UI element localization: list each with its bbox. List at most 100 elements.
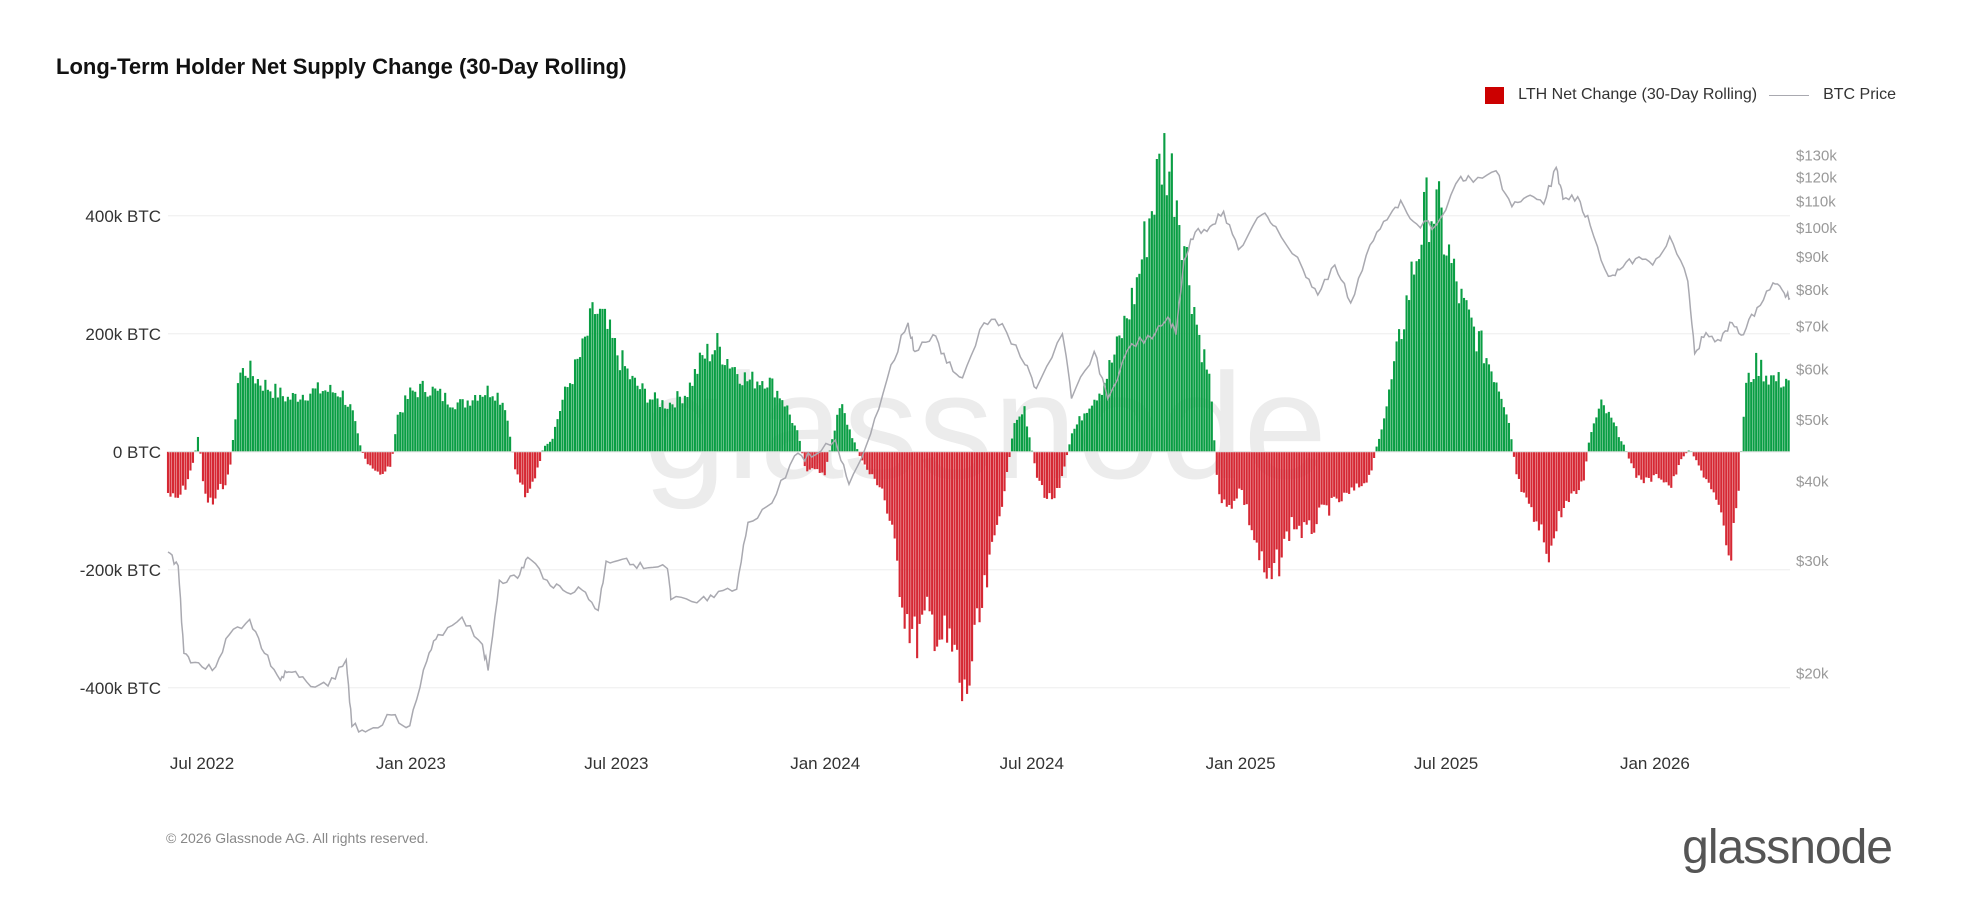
right-tick-label: $50k [1796,412,1829,429]
bar-negative [1532,451,1535,522]
bar-negative [801,451,804,454]
bar-positive [586,335,589,452]
bar-negative [1512,451,1516,457]
bar-positive [504,410,507,452]
bar-positive [696,373,699,452]
bar-negative [1725,451,1728,546]
bar-negative [1710,451,1713,490]
x-tick-label: Jan 2023 [376,754,446,773]
bar-positive [1103,382,1106,452]
bar-positive [349,404,352,452]
brand-logo[interactable]: glassnode [1682,821,1893,874]
bar-positive [716,333,719,452]
bar-positive [399,412,402,452]
bar-positive [846,424,849,452]
bar-negative [534,451,537,479]
bar-positive [1165,195,1168,452]
bar-positive [751,371,754,452]
legend-item-lth[interactable]: LTH Net Change (30-Day Rolling) [1485,86,1757,104]
bar-positive [494,400,497,452]
bar-positive [254,383,257,452]
bar-positive [424,392,427,452]
bar-negative [1340,451,1343,502]
bar-negative [1335,451,1338,499]
bar-positive [1490,371,1493,452]
bar-positive [466,400,469,452]
bar-negative [391,451,394,454]
bar-positive [1015,419,1019,452]
bar-positive [311,388,314,452]
bar-positive [1760,359,1763,452]
bar-positive [1403,329,1406,452]
bar-negative [209,451,212,498]
bar-positive [471,400,474,452]
bar-positive [1597,408,1600,452]
bar-negative [1238,451,1241,489]
bar-negative [514,451,517,470]
bar-positive [269,391,272,452]
bar-negative [1248,451,1251,526]
bar-positive [583,336,587,452]
bar-positive [721,364,724,452]
bar-positive [571,384,574,452]
bar-negative [988,451,991,555]
bar-positive [591,302,594,452]
bar-negative [1660,451,1663,480]
bar-negative [1320,451,1323,505]
bar-positive [1485,358,1488,452]
bar-negative [1288,451,1291,541]
bar-negative [1043,451,1046,498]
bar-negative [1525,451,1528,498]
bar-negative [1522,451,1526,493]
bar-negative [1368,451,1371,475]
bar-negative [966,451,969,694]
bar-positive [718,346,721,452]
bar-negative [1000,451,1004,507]
bar-positive [1452,258,1456,452]
bar-positive [576,358,579,452]
bar-negative [936,451,939,647]
bar-positive [743,372,746,452]
bar-negative [1717,451,1720,505]
bar-positive [546,443,549,452]
bar-positive [194,450,197,452]
bar-positive [1757,375,1760,452]
bar-positive [1178,225,1181,452]
bar-positive [658,407,661,452]
right-axis: $130k $120k $110k $100k $90k $80k $70k $60k $50k… [1796,147,1837,682]
bar-positive [474,395,477,452]
bar-positive [1745,382,1748,452]
bar-positive [491,396,494,452]
left-axis: 400k BTC 200k BTC 0 BTC -200k BTC -400k BTC [80,207,161,698]
bar-positive [249,360,252,452]
legend-item-price[interactable]: BTC Price [1769,86,1896,104]
bar-positive [556,419,559,452]
legend-swatch-lth [1485,86,1505,104]
bar-positive [541,450,544,452]
bar-negative [1520,451,1523,492]
left-tick-label: 400k BTC [85,207,161,226]
bar-positive [1780,387,1783,452]
bar-positive [596,313,599,452]
bar-positive [414,391,417,452]
x-tick-label: Jul 2023 [584,754,648,773]
bar-positive [703,358,706,452]
bar-positive [581,338,584,452]
bar-positive [344,404,347,452]
bar-negative [1273,451,1276,564]
left-tick-label: 0 BTC [113,443,161,462]
bar-positive [661,400,664,452]
bar-negative [1218,451,1221,495]
bar-positive [481,396,484,452]
bar-negative [171,451,175,494]
bar-positive [1750,382,1753,452]
bar-positive [1470,317,1473,452]
bar-negative [1333,451,1336,497]
bar-positive [763,388,766,452]
bar-positive [1460,288,1463,452]
bar-negative [873,451,876,479]
bar-negative [998,451,1001,517]
bar-negative [166,451,170,493]
bar-positive [1415,261,1418,452]
bar-positive [618,370,622,452]
